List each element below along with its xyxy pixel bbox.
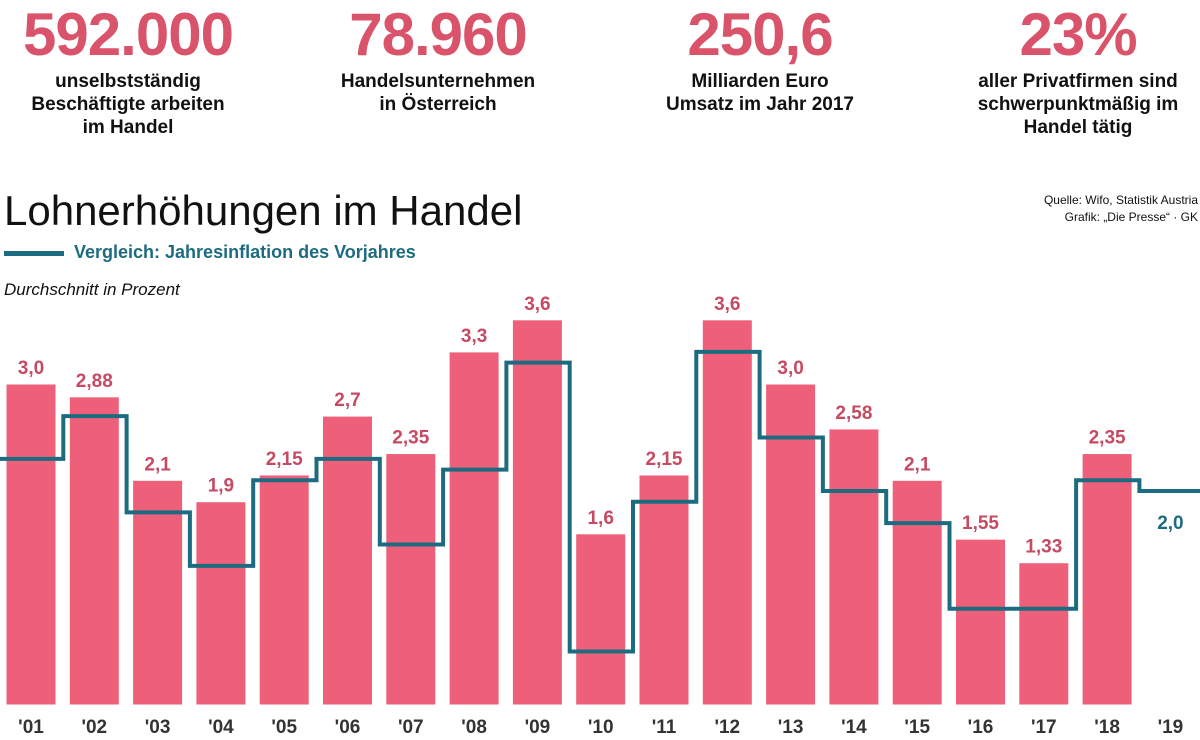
bar-9: [575, 533, 627, 706]
x-tick-label-10: '11: [652, 717, 677, 738]
x-tick-label-0: '01: [18, 717, 44, 738]
bar-value-label-9: 1,6: [587, 508, 613, 529]
stat-4: 23% aller Privatfirmen sind schwerpunktm…: [928, 0, 1200, 139]
x-tick-label-8: '09: [525, 717, 551, 738]
stat-1-line-1: unselbstständig: [55, 71, 201, 92]
bar-value-label-4: 2,15: [266, 449, 303, 470]
chart-legend: Vergleich: Jahresinflation des Vorjahres: [4, 242, 416, 263]
legend-label: Vergleich: Jahresinflation des Vorjahres: [74, 242, 416, 262]
bar-11: [701, 319, 753, 706]
bar-0: [5, 383, 57, 706]
chart-subtitle: Durchschnitt in Prozent: [4, 280, 180, 299]
x-tick-label-2: '03: [145, 717, 171, 738]
x-tick-label-4: '05: [271, 717, 297, 738]
x-tick-label-17: '18: [1094, 717, 1120, 738]
x-tick-label-15: '16: [968, 717, 994, 738]
stat-4-line-3: Handel tätig: [1023, 117, 1133, 138]
bar-value-label-8: 3,6: [524, 294, 550, 315]
bar-value-label-5: 2,7: [334, 390, 360, 411]
stat-1-line-3: im Handel: [82, 117, 174, 138]
x-tick-label-13: '14: [841, 717, 867, 738]
x-tick-label-5: '06: [335, 717, 361, 738]
bar-1: [68, 396, 120, 706]
inflation-step-line: [0, 349, 1200, 654]
x-tick-label-18: '19: [1158, 717, 1184, 738]
bar-value-label-15: 1,55: [962, 513, 999, 534]
bar-6: [385, 453, 437, 706]
source-line-1: Quelle: Wifo, Statistik Austria: [1043, 193, 1198, 207]
bar-value-label-2: 2,1: [144, 454, 171, 475]
bar-17: [1081, 453, 1133, 706]
bar-value-label-3: 1,9: [208, 476, 234, 497]
stat-1: 592.000 unselbstständig Beschäftigte arb…: [0, 0, 278, 139]
x-tick-label-7: '08: [461, 717, 487, 738]
bar-value-label-1: 2,88: [76, 371, 113, 392]
stat-1-line-2: Beschäftigte arbeiten: [31, 94, 225, 115]
bar-15: [955, 538, 1006, 706]
bar-14: [891, 479, 943, 706]
bar-value-label-0: 3,0: [18, 358, 44, 379]
bar-value-label-17: 2,35: [1089, 428, 1126, 449]
x-tick-label-11: '12: [714, 717, 740, 738]
x-tick-label-1: '02: [81, 717, 107, 738]
chart-title: Lohnerhöhungen im Handel: [4, 187, 523, 234]
bar-16: [1018, 562, 1070, 706]
bar-value-label-16: 1,33: [1025, 537, 1062, 558]
stat-4-value: 23%: [1019, 1, 1137, 68]
bar-10: [638, 474, 690, 706]
stat-1-value: 592.000: [23, 1, 234, 68]
x-tick-label-16: '17: [1031, 717, 1057, 738]
bar-value-label-12: 3,0: [777, 358, 803, 379]
stat-4-line-2: schwerpunktmäßig im: [977, 94, 1179, 115]
bar-3: [195, 501, 247, 706]
inflation-value-label-18: 2,0: [1157, 513, 1183, 534]
bar-5: [322, 415, 373, 706]
bar-13: [828, 428, 880, 706]
stat-3-value: 250,6: [687, 1, 833, 68]
bar-value-label-6: 2,35: [392, 428, 429, 449]
bar-value-label-13: 2,58: [835, 403, 872, 424]
legend-line-swatch: [4, 250, 64, 256]
bar-7: [448, 351, 500, 706]
bar-2: [132, 479, 184, 706]
bar-value-label-11: 3,6: [714, 294, 740, 315]
source-line-2: Grafik: „Die Presse“ · GK: [1064, 210, 1198, 224]
stat-2: 78.960 Handelsunternehmen in Österreich: [288, 0, 588, 116]
x-tick-label-9: '10: [588, 717, 614, 738]
stat-3-line-1: Milliarden Euro: [691, 71, 829, 92]
bar-4: [258, 474, 310, 706]
stat-2-line-2: in Österreich: [379, 94, 497, 115]
stat-3-line-2: Umsatz im Jahr 2017: [666, 94, 854, 115]
x-tick-label-14: '15: [904, 717, 930, 738]
bar-8: [511, 319, 563, 706]
stat-2-value: 78.960: [349, 1, 528, 68]
x-tick-label-3: '04: [208, 717, 234, 738]
bar-value-label-14: 2,1: [904, 454, 931, 475]
x-tick-label-12: '13: [778, 717, 804, 738]
bar-value-label-7: 3,3: [461, 326, 487, 347]
source-note: Quelle: Wifo, Statistik Austria Grafik: …: [1044, 192, 1198, 226]
stat-2-line-1: Handelsunternehmen: [340, 71, 536, 92]
x-tick-label-6: '07: [398, 717, 424, 738]
stat-4-line-1: aller Privatfirmen sind: [978, 71, 1178, 92]
stat-3: 250,6 Milliarden Euro Umsatz im Jahr 201…: [610, 0, 910, 116]
bar-value-label-10: 2,15: [646, 449, 683, 470]
bar-12: [765, 383, 817, 706]
